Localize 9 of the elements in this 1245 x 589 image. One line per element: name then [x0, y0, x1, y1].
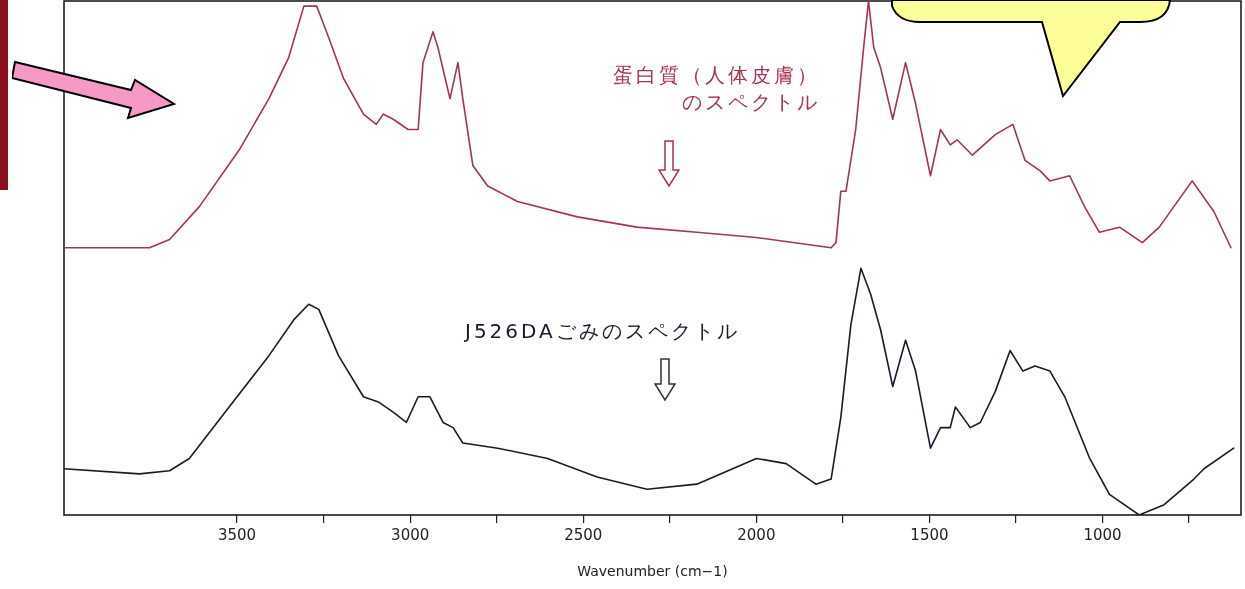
x-tick-label: 3500 [217, 525, 257, 544]
x-tick-label: 2500 [564, 525, 603, 544]
x-axis-title: Wavenumber (cm−1) [577, 563, 728, 580]
x-tick-label: 3000 [391, 525, 430, 544]
text: J526DAごみのスペクトル [465, 318, 741, 345]
series-label: 蛋白質（人体皮膚）のスペクトル [612, 62, 820, 116]
x-tick-label: 1000 [1083, 525, 1122, 544]
x-tick-label: 2000 [737, 525, 776, 544]
x-tick-label: 1500 [910, 525, 949, 544]
